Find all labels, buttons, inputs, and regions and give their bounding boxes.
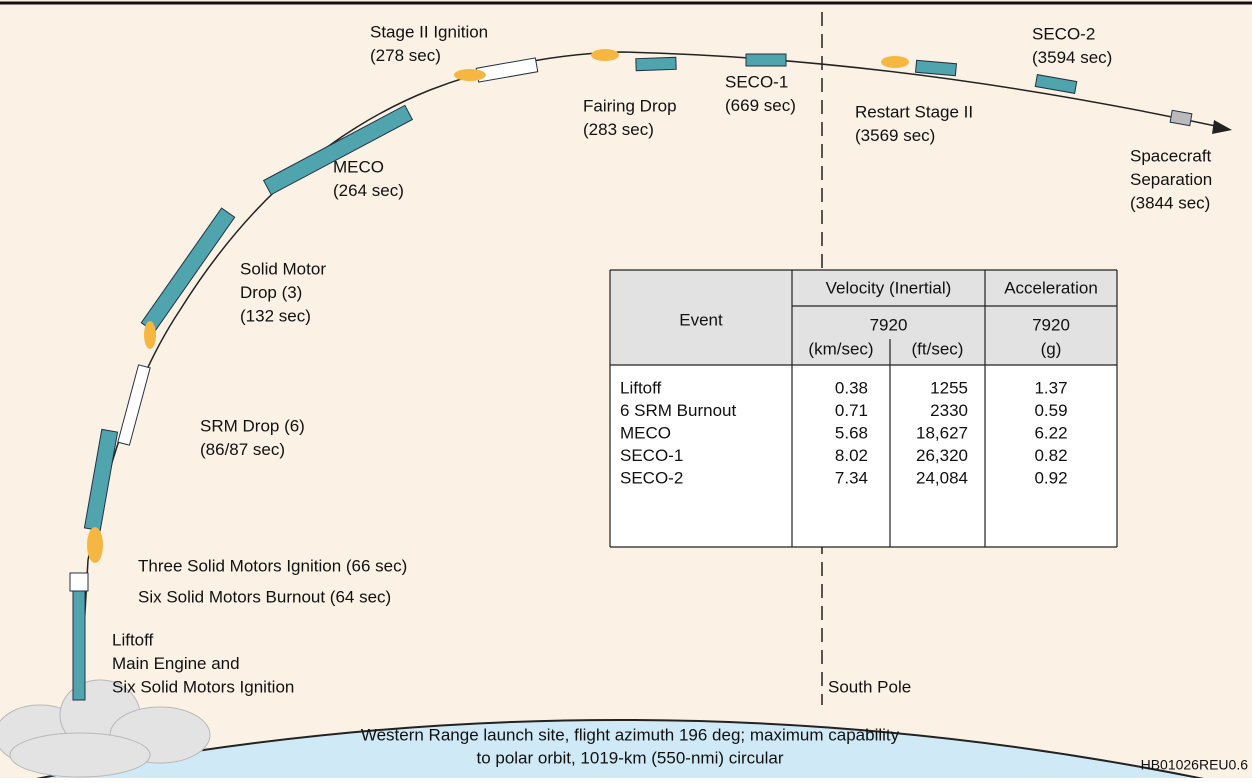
table-cell: Liftoff	[620, 378, 662, 397]
event-label: (264 sec)	[333, 181, 404, 200]
caption-line: to polar orbit, 1019-km (550-nmi) circul…	[476, 748, 783, 767]
table-cell: 2330	[930, 401, 968, 420]
event-label: MECO	[333, 157, 384, 176]
event-label: Three Solid Motors Ignition (66 sec)	[138, 556, 407, 575]
table-cell: 0.82	[1034, 446, 1067, 465]
table-cell: 24,084	[916, 468, 968, 487]
event-label: (3569 sec)	[855, 126, 935, 145]
arrow-head	[1212, 120, 1232, 134]
table-unit: (km/sec)	[808, 339, 873, 358]
table-unit: (ft/sec)	[912, 339, 964, 358]
event-labels: Stage II Ignition (278 sec) Fairing Drop (2…	[112, 22, 1212, 696]
figure-code: HB01026REU0.6	[1141, 757, 1249, 773]
table-header: Velocity (Inertial)	[826, 278, 952, 297]
event-label: (278 sec)	[370, 46, 441, 65]
table-cell: SECO-1	[620, 446, 683, 465]
table-cell: 26,320	[916, 446, 968, 465]
event-label: Six Solid Motors Burnout (64 sec)	[138, 587, 391, 606]
south-pole-label: South Pole	[828, 677, 911, 696]
table-cell: 0.38	[835, 378, 868, 397]
table-cell: 0.92	[1034, 468, 1067, 487]
event-label: (283 sec)	[583, 120, 654, 139]
event-label: Liftoff	[112, 630, 154, 649]
table-cell: 0.71	[835, 401, 868, 420]
table-cell: 1.37	[1034, 378, 1067, 397]
event-label: (3844 sec)	[1130, 193, 1210, 212]
table-body-bg	[610, 365, 1117, 547]
table-cell: 0.59	[1034, 401, 1067, 420]
event-label: Spacecraft	[1130, 146, 1212, 165]
event-label: Stage II Ignition	[370, 22, 488, 41]
rockets	[69, 53, 1193, 701]
table-cell: 6 SRM Burnout	[620, 401, 736, 420]
table-cell: 5.68	[835, 423, 868, 442]
table-unit: (g)	[1041, 339, 1062, 358]
table-header: 7920	[870, 315, 908, 334]
table-header: Acceleration	[1004, 278, 1098, 297]
table-cell: MECO	[620, 423, 671, 442]
table-cell: 7.34	[835, 468, 868, 487]
event-label: SECO-2	[1032, 24, 1095, 43]
table-header-bg	[610, 270, 1117, 365]
event-label: Solid Motor	[240, 259, 326, 278]
event-label: (3594 sec)	[1032, 48, 1112, 67]
clouds	[0, 679, 211, 778]
table-cell: 6.22	[1034, 423, 1067, 442]
event-label: (86/87 sec)	[200, 440, 285, 459]
event-table: Event Velocity (Inertial) Acceleration 7920…	[609, 269, 1118, 548]
event-label: (669 sec)	[725, 96, 796, 115]
table-cell: SECO-2	[620, 468, 683, 487]
flames	[87, 49, 909, 563]
event-label: (132 sec)	[240, 306, 311, 325]
event-label: Separation	[1130, 170, 1212, 189]
event-label: SECO-1	[725, 72, 788, 91]
event-label: Restart Stage II	[855, 102, 973, 121]
event-label: Fairing Drop	[583, 96, 677, 115]
event-label: Six Solid Motors Ignition	[112, 677, 294, 696]
table-cell: 8.02	[835, 446, 868, 465]
caption-line: Western Range launch site, flight azimut…	[361, 725, 900, 744]
event-label: Main Engine and	[112, 654, 240, 673]
event-label: SRM Drop (6)	[200, 416, 305, 435]
table-header: Event	[679, 310, 723, 329]
table-header: 7920	[1032, 315, 1070, 334]
event-label: Drop (3)	[240, 283, 302, 302]
table-cell: 1255	[930, 378, 968, 397]
table-cell: 18,627	[916, 423, 968, 442]
